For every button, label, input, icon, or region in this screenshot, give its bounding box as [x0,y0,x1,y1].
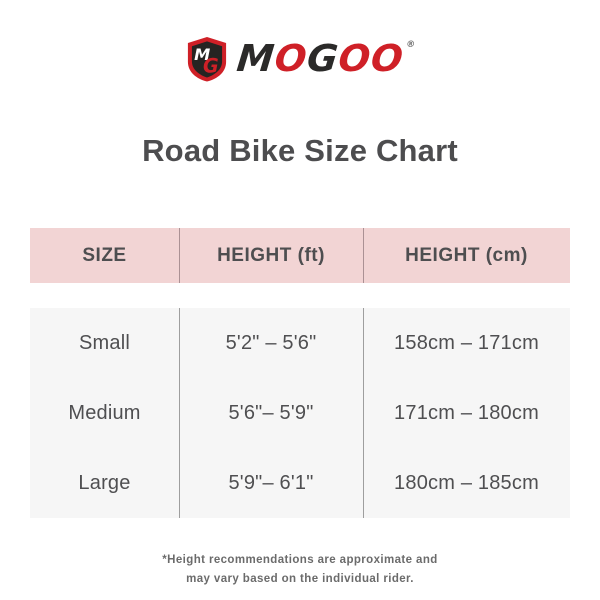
cell-height-cm: 171cm – 180cm [394,401,539,424]
table-header-row: SIZE HEIGHT (ft) HEIGHT (cm) [30,228,570,283]
column-divider [179,308,180,518]
table-row-large: Large 5'9"– 6'1" 180cm – 185cm [30,448,570,518]
table-body: Small 5'2" – 5'6" 158cm – 171cm Medium 5… [30,308,570,518]
column-divider [363,228,364,283]
table-row-medium: Medium 5'6"– 5'9" 171cm – 180cm [30,378,570,448]
brand-wordmark: M O G O O ® [235,37,416,81]
brand-logo: M G M O G O O ® [0,33,600,85]
cell-height-ft: 5'2" – 5'6" [225,331,317,354]
wordmark-letter: O [336,37,374,80]
column-divider [179,228,180,283]
footnote-line-2: may vary based on the individual rider. [186,572,414,585]
header-cell-size: SIZE [82,244,127,266]
wordmark-letter: G [305,37,342,80]
cell-size: Medium [68,401,141,424]
cell-size: Small [78,331,130,354]
cell-height-cm: 158cm – 171cm [394,331,539,354]
cell-height-cm: 180cm – 185cm [394,471,539,494]
cell-height-ft: 5'6"– 5'9" [228,401,314,424]
mogoo-shield-icon: M G [188,37,227,82]
size-table: SIZE HEIGHT (ft) HEIGHT (cm) Small 5'2" … [30,228,570,518]
column-divider [363,308,364,518]
page-title: Road Bike Size Chart [142,133,458,168]
wordmark-letter: O [369,37,407,80]
registered-trademark-symbol: ® [405,40,416,50]
shield-letter-g: G [203,54,219,77]
cell-size: Large [78,471,131,494]
cell-height-ft: 5'9"– 6'1" [228,471,314,494]
footnote: *Height recommendations are approximate … [0,551,600,589]
table-row-small: Small 5'2" – 5'6" 158cm – 171cm [30,308,570,378]
wordmark-letter: O [272,37,310,80]
shield-letter-m: M [194,45,210,64]
header-cell-height-ft: HEIGHT (ft) [217,244,325,266]
footnote-line-1: *Height recommendations are approximate … [162,554,438,566]
header-cell-height-cm: HEIGHT (cm) [405,244,528,266]
wordmark-letter: M [234,37,278,80]
